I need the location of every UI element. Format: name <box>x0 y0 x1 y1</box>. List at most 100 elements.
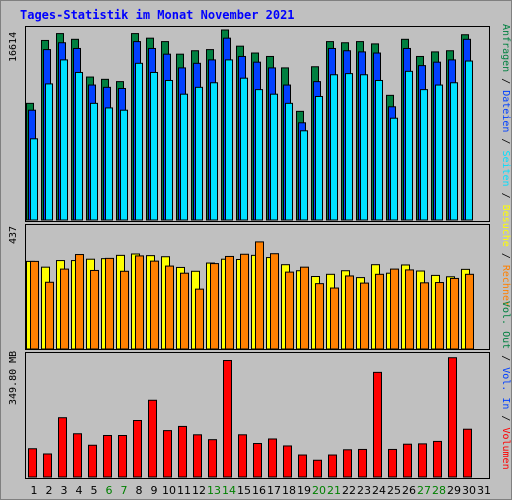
seiten-bar <box>195 86 203 221</box>
rechner-bar <box>360 282 369 350</box>
seiten-bar <box>240 77 248 221</box>
rechner-bar <box>45 281 54 350</box>
volumen-bar <box>358 448 367 478</box>
rechner-bar <box>150 260 159 350</box>
seiten-bar <box>90 102 98 221</box>
rechner-bar <box>255 241 264 350</box>
rechner-bar <box>60 268 69 350</box>
volumen-bar <box>313 459 322 478</box>
seiten-bar <box>225 59 233 221</box>
x-tick-label: 9 <box>151 484 158 497</box>
rechner-bar <box>465 273 474 350</box>
volumen-bar <box>208 439 217 478</box>
legend-separator: / <box>500 349 511 367</box>
seiten-bar <box>405 70 413 221</box>
x-tick-label: 11 <box>177 484 191 497</box>
x-tick-label: 17 <box>267 484 281 497</box>
x-tick-label: 30 <box>462 484 476 497</box>
seiten-bar <box>255 89 263 221</box>
x-tick-label: 5 <box>91 484 98 497</box>
volumen-bar <box>283 445 292 478</box>
seiten-bar <box>120 109 128 221</box>
x-tick-label: 22 <box>342 484 356 497</box>
rechner-bar <box>165 265 174 350</box>
x-tick-label: 4 <box>76 484 83 497</box>
volumen-bar <box>328 454 337 478</box>
legend-bottom: Vol. Out / Vol. In / Volumen <box>500 301 511 470</box>
volumen-bar <box>448 357 457 478</box>
requests-max-label: 16614 <box>8 32 19 62</box>
volumen-bar <box>163 430 172 478</box>
seiten-bar <box>390 117 398 221</box>
x-tick-label: 27 <box>417 484 431 497</box>
x-tick-label: 24 <box>372 484 386 497</box>
x-tick-label: 23 <box>357 484 371 497</box>
seiten-bar <box>75 71 83 221</box>
seiten-bar <box>375 79 383 221</box>
rechner-bar <box>225 255 234 350</box>
bar-marks <box>26 29 474 478</box>
x-tick-label: 15 <box>237 484 251 497</box>
rechner-bar <box>120 270 129 350</box>
seiten-bar <box>270 93 278 221</box>
volumen-bar <box>133 419 142 478</box>
x-tick-label: 18 <box>282 484 296 497</box>
seiten-bar <box>180 93 188 221</box>
visits-max-label: 437 <box>8 226 19 244</box>
x-tick-label: 29 <box>447 484 461 497</box>
legend-separator: / <box>500 409 511 427</box>
rechner-bar <box>270 253 279 350</box>
rechner-bar <box>285 271 294 350</box>
legend-entry: Besuche <box>500 205 511 247</box>
legend-separator: / <box>500 247 511 265</box>
volumen-bar <box>373 371 382 478</box>
rechner-bar <box>375 273 384 350</box>
seiten-bar <box>465 60 473 221</box>
volumen-bar <box>178 425 187 478</box>
rechner-bar <box>390 268 399 350</box>
seiten-bar <box>135 62 143 221</box>
x-tick-label: 31 <box>477 484 491 497</box>
legend-separator: / <box>500 72 511 90</box>
seiten-bar <box>165 79 173 221</box>
volumen-bar <box>58 417 67 478</box>
x-tick-label: 2 <box>46 484 53 497</box>
x-tick-label: 10 <box>162 484 176 497</box>
x-tick-label: 3 <box>61 484 68 497</box>
legend-entry: Volumen <box>500 427 511 469</box>
legend-entry: Dateien <box>500 90 511 132</box>
rechner-bar <box>435 282 444 350</box>
volumen-bar <box>388 448 397 478</box>
chart-title: Tages-Statistik im Monat November 2021 <box>20 8 295 22</box>
rechner-bar <box>135 255 144 350</box>
legend-entry: Anfragen <box>500 24 511 72</box>
volumen-bar <box>148 399 157 478</box>
legend-entry: Rechner <box>500 265 511 307</box>
seiten-bar <box>105 107 113 221</box>
x-tick-label: 12 <box>192 484 206 497</box>
legend-top: Anfragen / Dateien / Seiten / Besuche / … <box>500 24 511 307</box>
volumen-bar <box>103 434 112 478</box>
volumen-bar <box>253 443 262 478</box>
seiten-bar <box>420 89 428 221</box>
volumen-bar <box>73 433 82 478</box>
seiten-bar <box>330 74 338 221</box>
rechner-bar <box>420 282 429 350</box>
x-tick-label: 14 <box>222 484 236 497</box>
seiten-bar <box>150 71 158 221</box>
seiten-bar <box>285 102 293 221</box>
legend-entry: Vol. In <box>500 367 511 409</box>
volumen-bar <box>118 434 127 478</box>
volumen-bar <box>28 448 37 478</box>
x-tick-label: 26 <box>402 484 416 497</box>
seiten-bar <box>360 74 368 221</box>
x-tick-label: 13 <box>207 484 221 497</box>
rechner-bar <box>90 269 99 350</box>
rechner-bar <box>315 283 324 350</box>
seiten-bar <box>435 84 443 221</box>
rechner-bar <box>405 269 414 350</box>
rechner-bar <box>30 260 39 350</box>
rechner-bar <box>195 288 204 350</box>
rechner-bar <box>450 277 459 350</box>
